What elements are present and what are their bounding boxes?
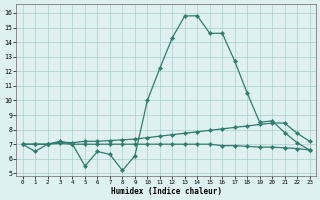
X-axis label: Humidex (Indice chaleur): Humidex (Indice chaleur) [111, 187, 221, 196]
